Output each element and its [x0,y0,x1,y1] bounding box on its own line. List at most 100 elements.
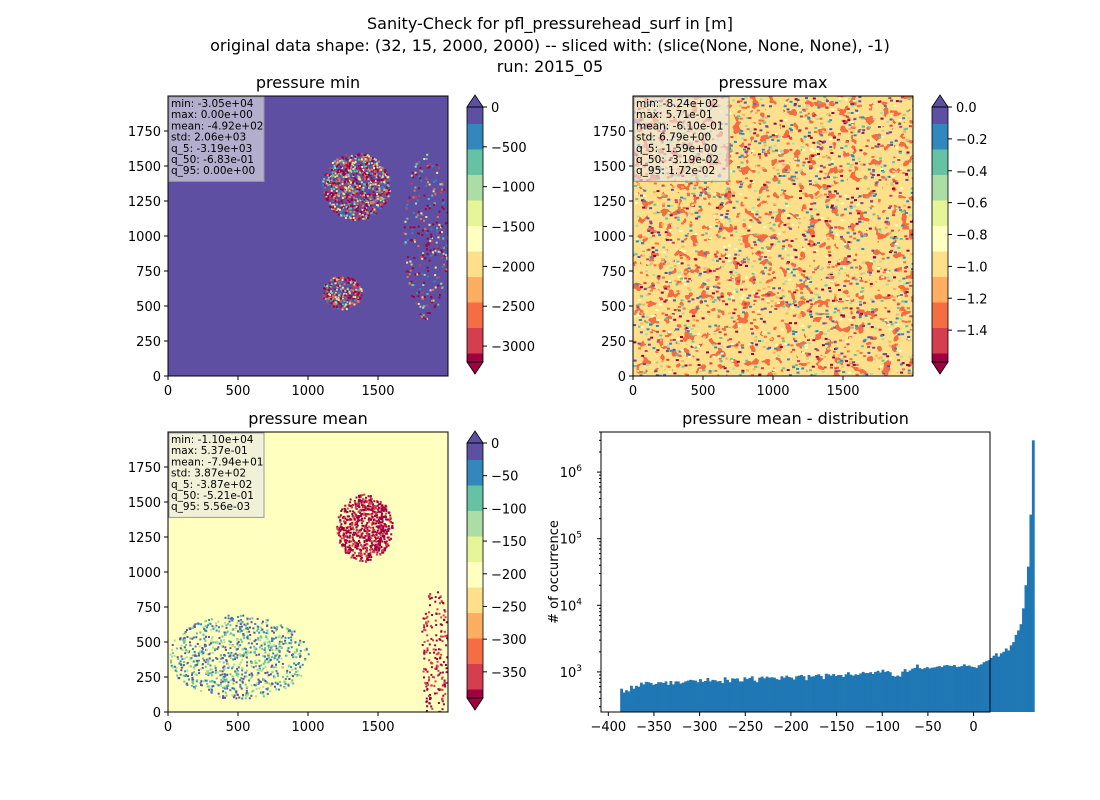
colorbar-tick-label: −150 [491,535,527,550]
histogram-bar [834,675,838,712]
stats-line: q_5: -3.87e+02 [171,479,252,491]
y-tick-label: 750 [136,265,161,280]
histogram-bar [689,679,693,712]
histogram-bar [657,682,660,712]
colorbar-tick-label: −350 [491,666,527,681]
x-tick-label: 500 [226,384,251,399]
x-tick-label: −250 [727,720,763,735]
histogram-bar [753,680,757,712]
histogram-bar [773,677,776,712]
subplot-title: pressure mean [248,409,368,428]
histogram-bar [728,682,732,712]
histogram-bar [763,678,766,712]
colorbar-tick-label: −200 [491,568,527,583]
histogram-bar [674,681,678,712]
histogram-bar [997,656,1001,712]
histogram-bar [908,670,912,712]
histogram-bar [1004,648,1008,712]
histogram-bar [849,674,853,712]
histogram-bar [699,679,702,712]
stats-line: max: 5.37e-01 [171,445,248,457]
histogram-bar [864,673,868,712]
histogram-bar [985,661,988,712]
histogram-bar [866,673,870,712]
histogram-bar [696,682,700,712]
histogram-bar [886,671,890,712]
histogram-bar [1014,634,1018,712]
y-axis-label: # of occurrence [547,520,562,624]
y-tick-label: 500 [136,300,161,315]
histogram-bar [945,664,949,712]
histogram-bar [652,684,656,712]
colorbar-tick-label: 0 [491,437,499,452]
histogram-bar [1029,514,1033,712]
histogram-bar [630,685,633,712]
colorbar-tick-label: −250 [491,600,527,615]
x-tick-label: 0 [164,720,172,735]
histogram-bar [844,674,848,712]
histogram-bar [780,676,784,712]
colorbar: 0.0 −0.2 −0.4 −0.6 −0.8 −1.0 −1.2 −1.4 [931,94,988,375]
figure-title-line-1: Sanity-Check for pfl_pressurehead_surf i… [367,14,733,34]
x-tick-label: −150 [819,720,855,735]
histogram-bar [1031,440,1035,712]
y-tick-label: 104 [560,597,583,614]
histogram-bar [736,678,739,712]
figure-title-line-3: run: 2015_05 [497,57,603,77]
colorbar-tick-label: −1000 [491,181,535,196]
x-tick-label: 0 [629,384,637,399]
histogram-bar [930,667,934,712]
subplot-pressure-mean-distribution: −400 −350 −300 −250 −200 −150 −100 −50 0 103 104 10… [547,409,1035,735]
histogram-bar [977,665,981,712]
stats-line: min: -8.24e+02 [636,98,718,110]
histogram-bar [859,673,863,712]
histogram-bar [888,672,892,712]
histogram-bar [637,686,641,712]
colorbar-extend-top [466,94,484,108]
colorbar-tick-label: −0.2 [956,133,988,148]
histogram-bar [913,667,917,712]
colorbar-extend-bottom [931,361,949,375]
stats-box-background [168,432,265,518]
histogram-bar [706,678,710,712]
histogram-bar [896,675,900,712]
y-tick-label: 1500 [593,160,626,175]
histogram-bar [684,681,688,712]
histogram-bar [667,684,670,712]
histogram-bar [1009,645,1013,712]
x-tick-label: 500 [691,384,716,399]
histogram-bar [854,674,858,712]
histogram-bar [713,680,717,712]
histogram-bar [839,674,843,712]
y-tick-label: 750 [136,601,161,616]
histogram-bar [694,680,697,712]
histogram-bar [738,681,742,712]
colorbar-tick-label: −3000 [491,340,535,355]
colorbar-tick-label: −2000 [491,260,535,275]
histogram-bar [797,675,801,712]
histogram-bar [881,669,885,712]
histogram-bar [622,692,626,712]
histogram-bar [928,668,932,712]
histogram-bar [883,671,887,712]
histogram-bar [972,667,976,712]
figure-title-line-2: original data shape: (32, 15, 2000, 2000… [210,36,890,55]
histogram-bar [935,666,939,712]
histogram-bar [745,679,749,712]
y-tick-label: 250 [136,671,161,686]
x-tick-label: 1500 [361,720,394,735]
heatmap-image [633,96,913,376]
histogram-bar [748,678,752,712]
y-tick-label: 250 [601,335,626,350]
histogram-bar [832,674,836,712]
colorbar-tick-label: −1500 [491,221,535,236]
histogram-bar [755,682,759,712]
histogram-bar [990,657,993,712]
histogram-bar [906,671,909,712]
histogram-bar [676,681,680,712]
stats-line: mean: -7.94e+01 [171,456,263,468]
histogram-bar [1024,585,1028,712]
colorbar-tick-label: −1.0 [956,260,988,275]
histogram-bar [649,683,653,712]
